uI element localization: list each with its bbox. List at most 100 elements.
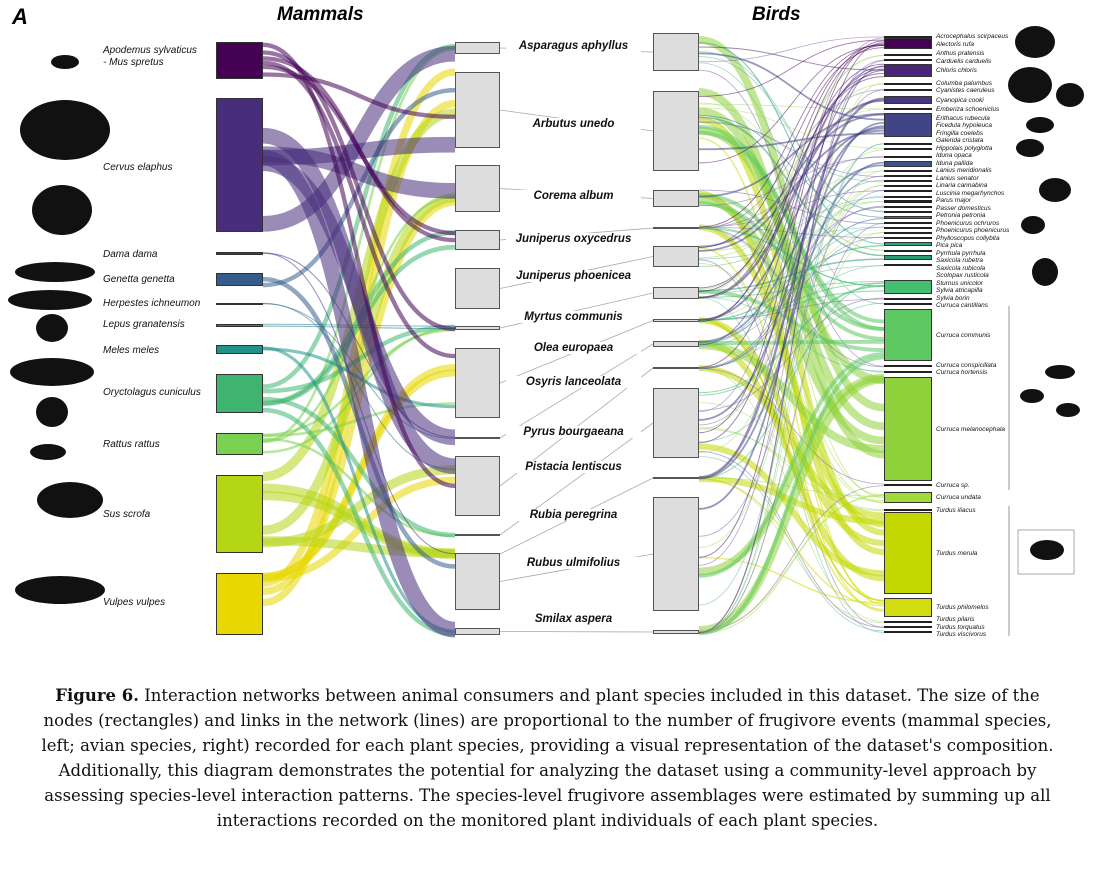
bird-plant-link (698, 368, 885, 485)
mammal-label: Vulpes vulpes (103, 597, 166, 608)
mammals-title: Mammals (277, 4, 364, 25)
bird-plant-link (698, 339, 885, 346)
bird-label: Parus major (936, 197, 972, 205)
plant-label: Smilax aspera (506, 613, 641, 625)
bird-plant-link (698, 40, 885, 434)
bird-plant-link (698, 227, 885, 368)
plant-connector-line (499, 631, 654, 633)
bird-plant-link (698, 132, 885, 151)
bird-label: Petronia petronia (936, 212, 986, 220)
mammal-plant-link (262, 60, 456, 359)
bird-node (884, 377, 932, 481)
bird-plant-link (698, 485, 885, 632)
bird-label: Curruca melanocephala (936, 425, 1006, 433)
bird-label: Curruca hortensis (936, 369, 988, 377)
bird-plant-link (698, 82, 885, 633)
mammal-node (216, 573, 263, 635)
deer-silhouette-icon (20, 100, 110, 160)
bird-plant-link (698, 55, 885, 294)
bird-label: Hippolais polyglotta (936, 144, 993, 152)
bird-plant-link (698, 262, 885, 504)
deer-silhouette-icon (32, 185, 92, 235)
bird-node (884, 232, 932, 234)
bird-plant-link (698, 39, 885, 97)
bird-label: Ficedula hypoleuca (936, 122, 993, 130)
rat-silhouette-icon (30, 444, 66, 460)
bird-plant-link (698, 352, 885, 578)
bird-label: Carduelis carduelis (936, 57, 992, 65)
plant-node-mammal-side (455, 230, 500, 250)
bird-label: Pica pica (936, 242, 963, 250)
plant-node-bird-side (653, 227, 699, 229)
mammal-label: Herpestes ichneumon (103, 298, 201, 309)
bird-photo-frame (1017, 529, 1075, 575)
plant-label: Rubus ulmifolius (506, 557, 641, 569)
plant-node-bird-side (653, 91, 699, 171)
bird-plant-link (698, 365, 885, 519)
bird-node (884, 626, 932, 628)
bird-silhouette-icon (1045, 365, 1075, 379)
mammal-label: Oryctolagus cuniculus (103, 387, 201, 398)
bird-node (884, 83, 932, 85)
bird-node (884, 180, 932, 182)
bird-node (884, 54, 932, 56)
plant-node-bird-side (653, 341, 699, 347)
bird-label: Curruca undata (936, 494, 981, 501)
mammal-node (216, 98, 263, 232)
bird-node (884, 492, 932, 503)
bird-label: Chloris chloris (936, 67, 977, 74)
bird-label: Curruca communis (936, 331, 991, 339)
bird-node (884, 64, 932, 77)
plant-label: Olea europaea (506, 342, 641, 354)
bird-plant-link (698, 37, 885, 413)
bird-plant-link (698, 290, 885, 321)
bird-silhouette-icon (1056, 403, 1080, 417)
bird-node (884, 185, 932, 187)
mammal-plant-link (262, 407, 456, 637)
bird-plant-link (698, 44, 885, 228)
bird-node (884, 631, 932, 633)
mammal-label: Sus scrofa (103, 509, 151, 520)
network-links (8, 26, 1084, 638)
plant-node-mammal-side (455, 553, 500, 610)
plant-node-mammal-side (455, 348, 500, 418)
bird-plant-link (698, 60, 885, 633)
figure-caption: Figure 6. Interaction networks between a… (40, 683, 1055, 833)
bird-label: Lanius meridionalis (936, 167, 992, 175)
bird-plant-link (698, 218, 885, 370)
bird-plant-link (698, 298, 885, 321)
bird-label: Erithacus rubecula (936, 114, 990, 122)
bird-node (884, 216, 932, 219)
plant-node-bird-side (653, 477, 699, 479)
bird-label: Cyanopica cooki (936, 96, 984, 104)
bird-label: Turdus philomelos (936, 604, 989, 611)
bird-label: Alectoris rufa (936, 40, 974, 48)
mammal-plant-link (262, 155, 456, 446)
bird-node (884, 255, 932, 260)
mammal-plant-link (262, 363, 456, 580)
bird-plant-link (698, 456, 885, 632)
bird-plant-link (698, 226, 885, 260)
bird-node (884, 59, 932, 61)
bird-label: Saxicola rubicola (936, 264, 986, 272)
bird-label: Sylvia borin (936, 294, 970, 302)
bird-node (884, 509, 932, 511)
bird-plant-link (698, 265, 885, 294)
bird-plant-link (698, 373, 885, 576)
bird-plant-link (698, 47, 885, 249)
bird-label: Anthus pratensis (936, 50, 985, 58)
bird-plant-link (698, 477, 885, 497)
bird-node (884, 156, 932, 158)
plant-node-bird-side (653, 246, 699, 267)
bird-plant-link (698, 143, 885, 606)
bird-silhouette-icon (1020, 389, 1044, 403)
bird-node (884, 621, 932, 623)
mammal-node (216, 475, 263, 553)
bird-label: Turdus torquatus (936, 623, 985, 631)
bird-node (884, 264, 932, 266)
bird-silhouette-icon (1008, 67, 1052, 103)
bird-node (884, 148, 932, 150)
bird-label: Columba palumbus (936, 79, 993, 87)
mammal-label: Meles meles (103, 345, 160, 356)
bird-node (884, 298, 932, 300)
